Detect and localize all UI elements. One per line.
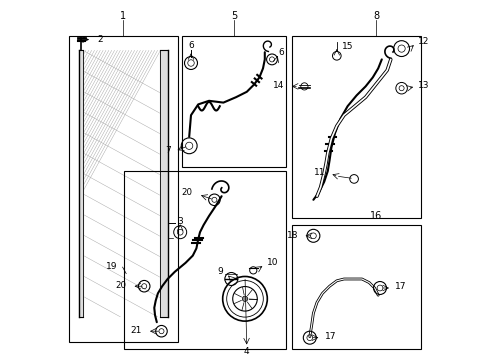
Text: 8: 8 [373, 11, 379, 21]
Text: 18: 18 [287, 231, 298, 240]
Text: 6: 6 [188, 40, 194, 49]
Text: 21: 21 [130, 326, 142, 335]
Text: 13: 13 [418, 81, 429, 90]
Circle shape [243, 296, 247, 301]
Text: 11: 11 [314, 167, 325, 176]
Text: 17: 17 [395, 282, 407, 292]
Text: 17: 17 [325, 333, 337, 341]
Text: 15: 15 [342, 41, 353, 50]
Text: 16: 16 [370, 211, 383, 221]
Text: 9: 9 [218, 267, 223, 276]
Text: 20: 20 [182, 188, 193, 197]
Text: 7: 7 [166, 145, 171, 155]
Text: 6: 6 [278, 48, 284, 57]
Text: 3: 3 [177, 217, 183, 226]
Text: 14: 14 [273, 81, 285, 90]
Text: 12: 12 [418, 37, 429, 46]
Text: 1: 1 [120, 11, 125, 21]
Text: 2: 2 [98, 35, 103, 44]
Text: 10: 10 [268, 258, 279, 267]
Text: 19: 19 [106, 262, 118, 271]
Text: 5: 5 [231, 11, 237, 21]
Text: 20: 20 [115, 281, 126, 290]
Text: 4: 4 [244, 346, 249, 355]
